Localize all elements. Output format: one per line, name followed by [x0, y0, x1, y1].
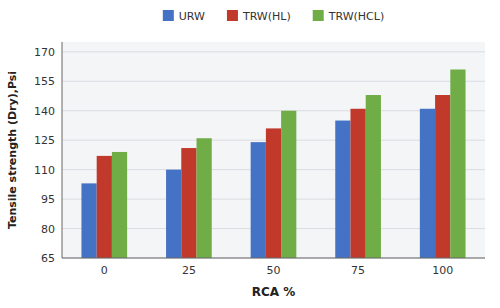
bar	[97, 156, 112, 258]
bar	[366, 95, 381, 258]
chart-svg: 65 80 95 110 125 140 155 170 0 25 50 75 100 RCA % Tens…	[0, 0, 500, 308]
y-tick-label: 140	[34, 105, 55, 118]
legend-label: TRW(HL)	[242, 10, 291, 23]
bar	[266, 128, 281, 258]
legend-item: URW	[163, 10, 205, 23]
bar	[350, 109, 365, 258]
chart-container: 65 80 95 110 125 140 155 170 0 25 50 75 100 RCA % Tens…	[0, 0, 500, 308]
bar	[112, 152, 127, 258]
y-axis-line	[62, 42, 63, 258]
bars	[81, 69, 465, 258]
grid-line	[62, 258, 485, 259]
bar	[181, 148, 196, 258]
bar	[81, 183, 96, 258]
y-tick-label: 110	[34, 164, 55, 177]
bar	[197, 138, 212, 258]
x-tick-label: 50	[267, 264, 281, 277]
grid-line	[62, 81, 485, 82]
y-tick-label: 125	[34, 134, 55, 147]
x-tick-label: 25	[182, 264, 196, 277]
bar	[420, 109, 435, 258]
legend-label: URW	[179, 10, 205, 23]
y-tick-label: 155	[34, 75, 55, 88]
legend-swatch	[227, 10, 238, 21]
bar	[450, 69, 465, 258]
bar	[335, 121, 350, 258]
x-tick-label: 75	[351, 264, 365, 277]
y-tick-label: 170	[34, 46, 55, 59]
y-axis-label: Tensile strength (Dry),Psi	[6, 71, 19, 229]
x-tick-label: 100	[432, 264, 453, 277]
legend-swatch	[313, 10, 324, 21]
legend-label: TRW(HCL)	[328, 10, 384, 23]
bar	[281, 111, 296, 258]
y-tick-label: 65	[41, 252, 55, 265]
y-tick-label: 80	[41, 223, 55, 236]
x-axis-label: RCA %	[252, 285, 296, 299]
legend: URW TRW(HL) TRW(HCL)	[163, 10, 384, 23]
x-tick-label: 0	[101, 264, 108, 277]
legend-item: TRW(HL)	[227, 10, 291, 23]
bar	[435, 95, 450, 258]
bar	[166, 170, 181, 258]
x-axis-line	[62, 258, 485, 259]
legend-swatch	[163, 10, 174, 21]
grid-line	[62, 51, 485, 52]
y-tick-label: 95	[41, 193, 55, 206]
bar	[251, 142, 266, 258]
legend-item: TRW(HCL)	[313, 10, 384, 23]
